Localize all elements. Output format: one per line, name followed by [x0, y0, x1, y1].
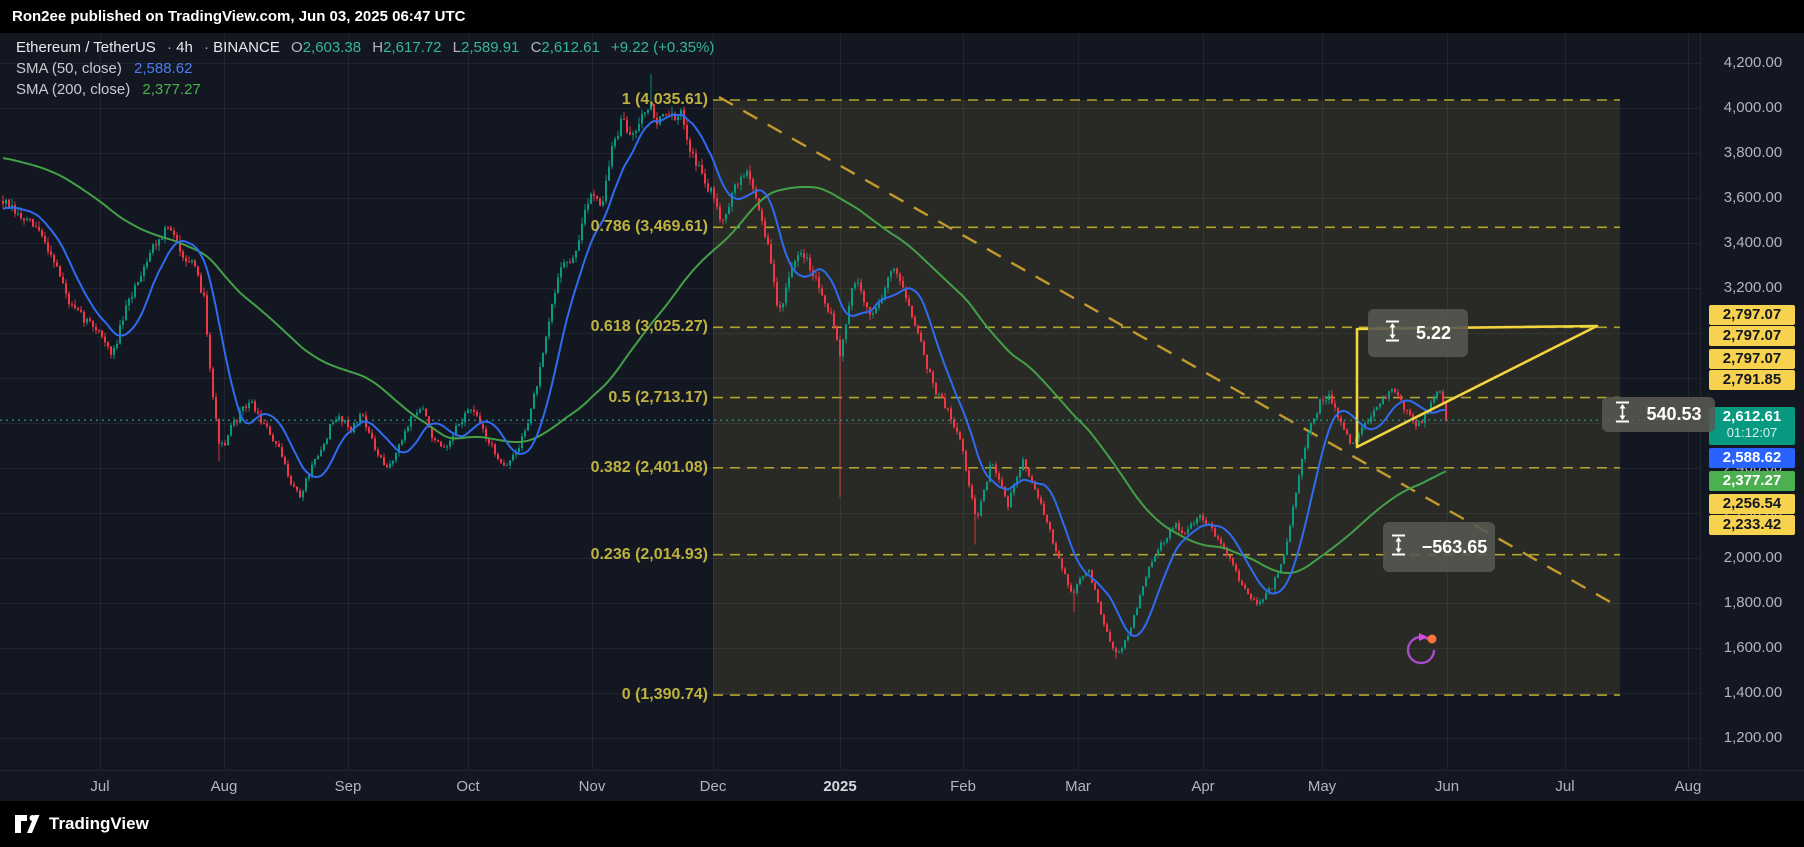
exchange: BINANCE	[213, 39, 280, 56]
sma50-label[interactable]: SMA (50, close)	[16, 60, 122, 77]
change-value: +9.22 (+0.35%)	[610, 39, 715, 56]
fib-level-label: 0.236 (2,014.93)	[590, 545, 708, 563]
y-axis-tick: 2,000.00	[1723, 549, 1783, 566]
price-label-yellow: 2,797.07	[1709, 349, 1795, 369]
measure-box[interactable]: 540.53	[1602, 397, 1715, 432]
x-axis-month-label: Mar	[1065, 778, 1091, 795]
close-label: C	[530, 39, 542, 56]
x-axis-month-label: Aug	[1674, 778, 1702, 795]
y-axis-tick: 4,200.00	[1723, 54, 1783, 71]
indicator-row-sma200[interactable]: SMA (200, close) 2,377.27	[16, 80, 714, 99]
y-axis-tick: 4,000.00	[1723, 99, 1783, 116]
x-axis-month-label: May	[1307, 778, 1337, 795]
high-label: H	[372, 39, 384, 56]
fib-level-label: 0 (1,390.74)	[621, 686, 708, 704]
publish-bar: Ron2ee published on TradingView.com, Jun…	[0, 0, 1804, 33]
separator: ·	[166, 39, 172, 56]
x-axis-month-label: Feb	[950, 778, 976, 795]
interval[interactable]: 4h	[176, 39, 193, 56]
x-axis-month-label: Jun	[1434, 778, 1460, 795]
candles	[2, 74, 1447, 659]
price-label-yellow: 2,797.07	[1709, 326, 1795, 346]
low-label: L	[452, 39, 462, 56]
grid	[0, 33, 1700, 770]
fib-level-label: 1 (4,035.61)	[621, 90, 708, 108]
sma200-label[interactable]: SMA (200, close)	[16, 81, 131, 98]
x-axis-month-label: Aug	[210, 778, 238, 795]
symbol-title[interactable]: Ethereum / TetherUS	[16, 39, 156, 56]
sma-50-line	[2, 113, 1447, 638]
separator: ·	[204, 39, 209, 56]
sma200-value: 2,377.27	[142, 81, 201, 98]
x-axis-month-label: Sep	[334, 778, 362, 795]
fib-level-label: 0.5 (2,713.17)	[608, 388, 708, 406]
price-scale[interactable]: 4,200.00 4,000.00 3,800.00 3,600.00 3,400.00…	[1700, 33, 1804, 770]
price-label-yellow: 2,791.85	[1709, 370, 1795, 390]
fib-level-label: 0.618 (3,025.27)	[590, 318, 708, 336]
x-axis-year-label: 2025	[823, 778, 857, 795]
measure-box[interactable]: 5.22	[1368, 309, 1468, 357]
close-value: 2,612.61	[541, 39, 600, 56]
chart-legend[interactable]: Ethereum / TetherUS · 4h · BINANCE O2,60…	[16, 38, 714, 101]
triangle-drawing[interactable]	[1355, 324, 1599, 449]
y-axis-tick: 1,400.00	[1723, 684, 1783, 701]
measure-arrows-icon	[1385, 320, 1400, 347]
y-axis-tick: 1,200.00	[1723, 729, 1783, 746]
x-axis-month-label: Jul	[1555, 778, 1575, 795]
replay-icon[interactable]	[1406, 633, 1437, 665]
publish-info: Ron2ee published on TradingView.com, Jun…	[12, 8, 466, 25]
price-label-green: 2,612.61 01:12:07	[1709, 407, 1795, 445]
brand-wordmark: TradingView	[49, 814, 149, 833]
measure-arrows-icon	[1615, 401, 1630, 428]
x-axis-month-label: Apr	[1191, 778, 1215, 795]
low-value: 2,589.91	[461, 39, 520, 56]
y-axis-tick: 3,200.00	[1723, 279, 1783, 296]
sma-200-line	[2, 157, 1447, 574]
symbol-row[interactable]: Ethereum / TetherUS · 4h · BINANCE O2,60…	[16, 38, 714, 57]
y-axis-tick: 1,600.00	[1723, 639, 1783, 656]
x-axis-month-label: Nov	[578, 778, 606, 795]
measure-value: 540.53	[1646, 404, 1702, 424]
open-value: 2,603.38	[302, 39, 362, 56]
tradingview-logo-icon	[15, 815, 40, 833]
price-label-yellow: 2,797.07	[1709, 305, 1795, 325]
footer-bar: TradingView	[0, 801, 1804, 847]
plot-area	[0, 33, 1700, 770]
price-label-sma-green: 2,377.27	[1709, 471, 1795, 491]
price-label-blue: 2,588.62	[1709, 448, 1795, 468]
price-label-yellow: 2,233.42	[1709, 515, 1795, 535]
measure-value: −563.65	[1421, 536, 1488, 557]
fib-level-label: 0.786 (3,469.61)	[590, 218, 708, 236]
countdown-timer: 01:12:07	[1726, 425, 1778, 440]
high-value: 2,617.72	[383, 39, 442, 56]
open-label: O	[291, 39, 303, 56]
y-axis-tick: 3,600.00	[1723, 189, 1783, 206]
fib-level-label: 0.382 (2,401.08)	[590, 458, 708, 476]
y-axis-tick: 3,400.00	[1723, 234, 1783, 251]
price-label-yellow: 2,256.54	[1709, 494, 1795, 514]
indicator-row-sma50[interactable]: SMA (50, close) 2,588.62	[16, 59, 714, 78]
measure-arrows-icon	[1391, 534, 1406, 561]
y-axis-tick: 3,800.00	[1723, 144, 1783, 161]
measure-value: 5.22	[1415, 322, 1452, 343]
trendline	[718, 95, 1613, 605]
x-axis-month-label: Dec	[699, 778, 727, 795]
sma50-value: 2,588.62	[134, 60, 193, 77]
time-axis[interactable]: Jul Aug Sep Oct Nov Dec 2025 Feb Mar Apr May Jun Jul…	[0, 770, 1804, 802]
measure-box[interactable]: −563.65	[1383, 522, 1495, 572]
x-axis-month-label: Oct	[456, 778, 480, 795]
y-axis-tick: 1,800.00	[1723, 594, 1783, 611]
x-axis-month-label: Jul	[90, 778, 110, 795]
